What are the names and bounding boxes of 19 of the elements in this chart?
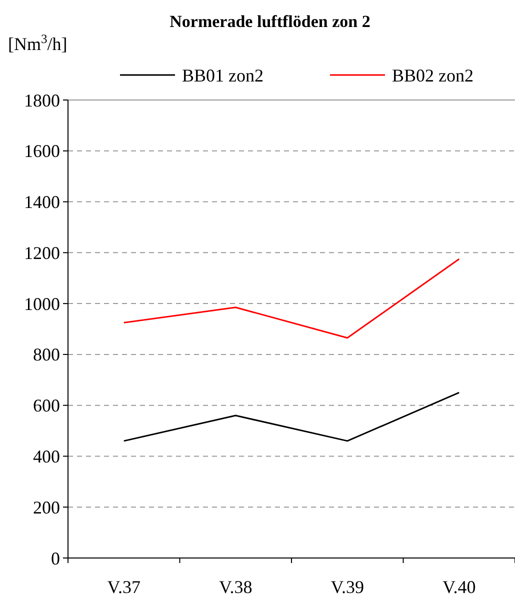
chart-title: Normerade luftflöden zon 2 [170, 12, 370, 31]
y-tick-label: 0 [51, 548, 60, 568]
y-tick-label: 400 [33, 446, 60, 467]
y-tick-label: 200 [33, 497, 60, 518]
y-tick-label: 1000 [24, 294, 60, 314]
line-series [123, 258, 460, 339]
y-tick-label: 600 [33, 396, 60, 416]
legend-label: BB02 zon2 [392, 65, 474, 86]
y-tick-label: 1600 [24, 141, 60, 162]
x-tick-label: V.37 [107, 577, 140, 597]
x-tick-label: V.39 [330, 577, 364, 597]
y-tick-label: 1200 [24, 242, 60, 263]
y-tick-label: 1800 [24, 90, 60, 110]
x-tick-label: V.40 [442, 577, 476, 597]
y-tick-label: 800 [33, 344, 60, 365]
x-tick-label: V.38 [219, 577, 252, 597]
y-tick-label: 1400 [24, 192, 60, 212]
y-axis-title: [Nm$^{3}$/h] [8, 32, 68, 54]
legend-label: BB01 zon2 [182, 65, 264, 86]
